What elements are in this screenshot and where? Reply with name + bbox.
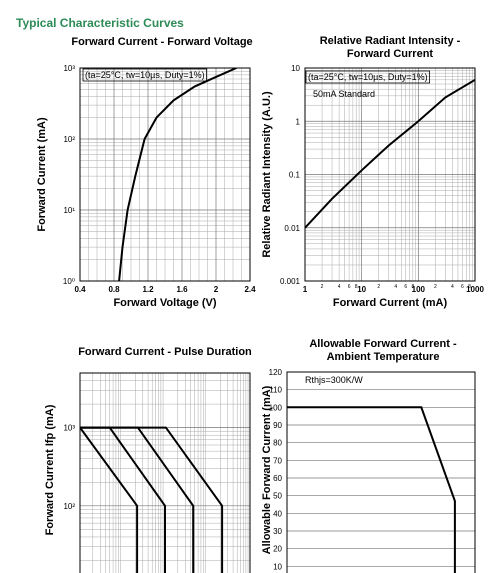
x-axis-label: Forward Voltage (V) (113, 297, 216, 309)
chart-title: Relative Radiant Intensity - (320, 35, 461, 47)
y-tick-label: 0.001 (280, 277, 301, 286)
chart-title: Forward Current - Pulse Duration (78, 346, 252, 358)
x-tick-label: 1.6 (176, 285, 188, 294)
y-tick-label: 20 (273, 545, 282, 554)
header: Typical Characteristic Curves (16, 16, 184, 30)
annotation: (ta=25°C, tw=10µs, Duty=1%) (308, 72, 428, 82)
y-tick-label: 10³ (63, 64, 75, 73)
y-tick-label: 1 (296, 117, 301, 126)
y-axis-label: Forward Current Ifp (mA) (44, 404, 56, 535)
x-minor-label: 2 (434, 284, 437, 290)
x-minor-label: 4 (394, 284, 397, 290)
x-minor-label: 2 (321, 284, 324, 290)
x-minor-label: 6 (348, 284, 351, 290)
x-minor-label: 4 (451, 284, 454, 290)
x-minor-label: 8 (411, 284, 414, 290)
x-axis-label: Forward Current (mA) (333, 297, 448, 309)
y-tick-label: 10 (291, 64, 300, 73)
x-minor-label: 2 (377, 284, 380, 290)
y-tick-label: 60 (273, 474, 282, 483)
plot-frame (286, 371, 476, 573)
y-axis-label: Relative Radiant Intensity (A.U.) (261, 91, 273, 258)
plot-area (287, 372, 475, 573)
x-tick-label: 0.4 (74, 285, 86, 294)
y-tick-label: 10⁰ (63, 277, 75, 286)
data-line (80, 427, 139, 573)
chart-title: Forward Current (347, 48, 434, 60)
x-tick-label: 2 (214, 285, 219, 294)
y-tick-label: 30 (273, 527, 282, 536)
x-minor-label: 6 (461, 284, 464, 290)
y-tick-label: 0.01 (284, 224, 300, 233)
y-tick-label: 0.1 (289, 171, 301, 180)
annotation-box (305, 70, 430, 84)
x-tick-label: 2.4 (244, 285, 256, 294)
x-minor-label: 8 (468, 284, 471, 290)
y-tick-label: 10³ (63, 424, 75, 433)
data-line (305, 78, 475, 229)
x-tick-label: 1 (303, 285, 308, 294)
y-axis-label: Forward Current (mA) (36, 117, 48, 232)
y-tick-label: 10 (273, 562, 282, 571)
x-minor-label: 6 (404, 284, 407, 290)
x-minor-label: 8 (355, 284, 358, 290)
y-tick-label: 110 (269, 386, 282, 395)
annotation-box (82, 68, 207, 82)
plot-frame (79, 67, 251, 282)
x-tick-label: 100 (412, 285, 426, 294)
x-tick-label: 10 (357, 285, 366, 294)
chart-title: Ambient Temperature (327, 351, 440, 363)
x-minor-label: 4 (338, 284, 341, 290)
plot-frame (79, 372, 251, 573)
y-tick-label: 100 (269, 403, 283, 412)
x-tick-label: 0.8 (108, 285, 120, 294)
x-tick-label: 1.2 (142, 285, 154, 294)
plot-frame (304, 67, 476, 282)
y-tick-label: 10¹ (63, 206, 75, 215)
y-tick-label: 40 (273, 509, 282, 518)
plot-area (80, 373, 250, 573)
plot-area (80, 68, 250, 281)
annotation: Rthjs=300K/W (305, 375, 363, 385)
x-tick-label: 1000 (466, 285, 484, 294)
y-tick-label: 120 (269, 368, 283, 377)
y-axis-label: Allowable Forward Current (mA) (261, 385, 273, 554)
data-line (118, 68, 237, 281)
annotation: 50mA Standard (313, 89, 375, 99)
y-tick-label: 10² (63, 135, 75, 144)
y-tick-label: 90 (273, 421, 282, 430)
chart-title: Forward Current - Forward Voltage (71, 36, 252, 48)
y-tick-label: 80 (273, 439, 282, 448)
annotation: (ta=25°C, tw=10µs, Duty=1%) (85, 70, 205, 80)
chart-title: Allowable Forward Current - (309, 338, 457, 350)
plot-area (305, 68, 475, 281)
y-tick-label: 10² (63, 502, 75, 511)
y-tick-label: 70 (273, 456, 282, 465)
data-line (80, 426, 224, 573)
data-line (287, 406, 456, 573)
y-tick-label: 50 (273, 492, 282, 501)
